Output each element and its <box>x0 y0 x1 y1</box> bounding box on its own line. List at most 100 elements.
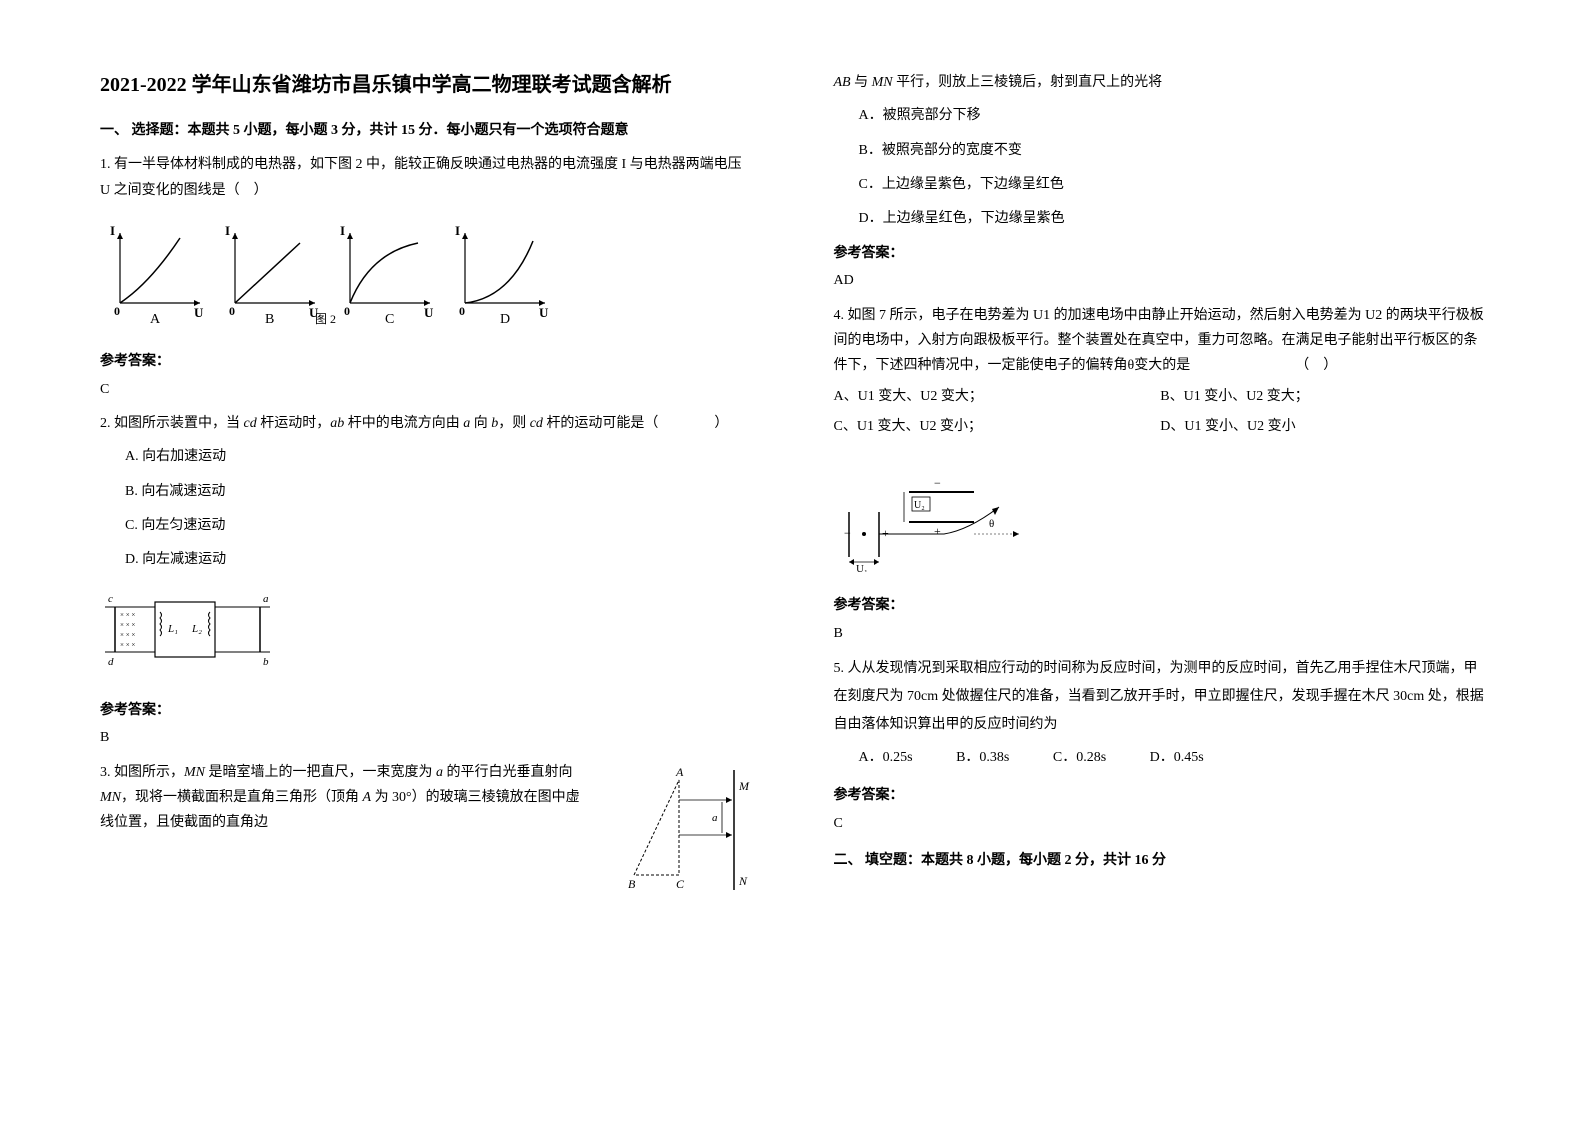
svg-text:−: − <box>934 476 941 490</box>
q4-figure: − + U₁ − + U₂ <box>834 462 1488 580</box>
q2-figure: × × × × × × × × × × × × c d a b L₁ <box>100 587 754 685</box>
q4-text: 4. 如图 7 所示，电子在电势差为 U1 的加速电场中由静止开始运动，然后射入… <box>834 303 1488 379</box>
q2-answer: B <box>100 727 754 749</box>
q2-mid2: 杆中的电流方向由 <box>344 416 463 431</box>
q3-end: 平行，则放上三棱镜后，射到直尺上的光将 <box>893 75 1163 90</box>
point-C: C <box>676 877 685 891</box>
L1-label: L₁ <box>167 623 178 635</box>
len-a: a <box>712 812 718 824</box>
axis-U-label: U <box>194 305 204 320</box>
graph-D-label: D <box>500 312 510 327</box>
point-A: A <box>675 765 684 779</box>
q3-options: A．被照亮部分下移 B．被照亮部分的宽度不变 C．上边缘呈紫色，下边缘呈红色 D… <box>859 105 1488 231</box>
q2-opt-b: B. 向右减速运动 <box>125 481 754 503</box>
axis-I-label: I <box>110 223 115 238</box>
q3-answer-label: 参考答案： <box>834 243 1488 265</box>
graph-A-label: A <box>150 312 161 327</box>
q5-opt-a: A．0.25s <box>859 747 913 769</box>
q2-cd: cd <box>244 416 257 431</box>
q5-answer-label: 参考答案： <box>834 785 1488 807</box>
svg-text:× × ×: × × × <box>120 621 135 629</box>
section1-header: 一、 选择题：本题共 5 小题，每小题 3 分，共计 15 分．每小题只有一个选… <box>100 120 754 142</box>
svg-text:× × ×: × × × <box>120 631 135 639</box>
q4-answer: B <box>834 623 1488 645</box>
q5-opt-b: B．0.38s <box>956 747 1009 769</box>
node-d: d <box>108 656 114 668</box>
graph-B-label: B <box>265 312 274 327</box>
q5-text: 5. 人从发现情况到采取相应行动的时间称为反应时间，为测甲的反应时间，首先乙用手… <box>834 655 1488 739</box>
section2-header: 二、 填空题：本题共 8 小题，每小题 2 分，共计 16 分 <box>834 850 1488 872</box>
plus-label: + <box>882 526 889 540</box>
q2-prefix: 2. 如图所示装置中，当 <box>100 416 244 431</box>
svg-text:I: I <box>340 223 345 238</box>
q4-opt-d: D、U1 变小、U2 变小 <box>1160 416 1487 438</box>
svg-text:I: I <box>455 223 460 238</box>
theta-label: θ <box>989 518 994 530</box>
q3-mn: MN <box>184 765 205 780</box>
page-container: 2021-2022 学年山东省潍坊市昌乐镇中学高二物理联考试题含解析 一、 选择… <box>100 70 1487 908</box>
svg-text:× × ×: × × × <box>120 641 135 649</box>
q2-text: 2. 如图所示装置中，当 cd 杆运动时，ab 杆中的电流方向由 a 向 b，则… <box>100 411 754 436</box>
q4-opt-c: C、U1 变大、U2 变小； <box>834 416 1161 438</box>
q3-prefix: 3. 如图所示， <box>100 765 184 780</box>
q3-a: a <box>436 765 443 780</box>
axis-0-label: 0 <box>114 304 120 318</box>
q3-opt-b: B．被照亮部分的宽度不变 <box>859 140 1488 162</box>
q3-mid1: 是暗室墙上的一把直尺，一束宽度为 <box>205 765 436 780</box>
svg-text:U: U <box>424 305 434 320</box>
q5-answer: C <box>834 813 1488 835</box>
svg-text:0: 0 <box>344 304 350 318</box>
point-N: N <box>738 874 748 888</box>
q2-opt-d: D. 向左减速运动 <box>125 549 754 571</box>
minus-label: − <box>844 526 851 540</box>
q2-ab: ab <box>330 416 344 431</box>
q2-mid3: 向 <box>470 416 491 431</box>
svg-text:U: U <box>539 305 549 320</box>
q5-options: A．0.25s B．0.38s C．0.28s D．0.45s <box>859 747 1488 777</box>
q4-answer-label: 参考答案： <box>834 595 1488 617</box>
q2-answer-label: 参考答案： <box>100 700 754 722</box>
q3-mn3: MN <box>872 75 893 90</box>
q3-text: 3. 如图所示，MN 是暗室墙上的一把直尺，一束宽度为 a 的平行白光垂直射向 … <box>100 760 594 836</box>
right-column: AB 与 MN 平行，则放上三棱镜后，射到直尺上的光将 A．被照亮部分下移 B．… <box>834 70 1488 908</box>
q2-options: A. 向右加速运动 B. 向右减速运动 C. 向左匀速运动 D. 向左减速运动 <box>125 446 754 572</box>
q3-wrapper: 3. 如图所示，MN 是暗室墙上的一把直尺，一束宽度为 a 的平行白光垂直射向 … <box>100 760 754 908</box>
q5-opt-d: D．0.45s <box>1150 747 1204 769</box>
q4-opt-b: B、U1 变小、U2 变大； <box>1160 386 1487 408</box>
point-B: B <box>628 877 636 891</box>
q1-text: 1. 有一半导体材料制成的电热器，如下图 2 中，能较正确反映通过电热器的电流强… <box>100 152 754 202</box>
q3-opt-c: C．上边缘呈紫色，下边缘呈红色 <box>859 174 1488 196</box>
q4-options: A、U1 变大、U2 变大； B、U1 变小、U2 变大； C、U1 变大、U2… <box>834 386 1488 447</box>
svg-text:0: 0 <box>229 304 235 318</box>
q2-end: 杆的运动可能是（ ） <box>543 416 729 431</box>
q3-A: A <box>363 790 372 805</box>
fig2-label: 图 2 <box>315 312 336 326</box>
q5-opt-c: C．0.28s <box>1053 747 1106 769</box>
L2-label: L₂ <box>191 623 202 635</box>
q3-mid3: ，现将一横截面积是直角三角形（顶角 <box>121 790 363 805</box>
q3-mn2: MN <box>100 790 121 805</box>
q2-mid4: ，则 <box>498 416 530 431</box>
svg-text:0: 0 <box>459 304 465 318</box>
exam-title: 2021-2022 学年山东省潍坊市昌乐镇中学高二物理联考试题含解析 <box>100 70 754 100</box>
q3-mid2: 的平行白光垂直射向 <box>443 765 573 780</box>
q2-opt-a: A. 向右加速运动 <box>125 446 754 468</box>
node-a: a <box>263 593 269 605</box>
q4-opt-a: A、U1 变大、U2 变大； <box>834 386 1161 408</box>
q3-ab: AB <box>834 75 851 90</box>
graph-C-label: C <box>385 312 394 327</box>
q2-mid1: 杆运动时， <box>257 416 331 431</box>
q3-answer: AD <box>834 270 1488 292</box>
q3-mid5: 与 <box>851 75 872 90</box>
q1-answer: C <box>100 379 754 401</box>
node-b: b <box>263 656 269 668</box>
left-column: 2021-2022 学年山东省潍坊市昌乐镇中学高二物理联考试题含解析 一、 选择… <box>100 70 754 908</box>
q3-figure: M N A B C a <box>614 760 754 908</box>
node-c: c <box>108 593 113 605</box>
q3-continuation: AB 与 MN 平行，则放上三棱镜后，射到直尺上的光将 <box>834 70 1488 95</box>
q1-answer-label: 参考答案： <box>100 351 754 373</box>
svg-text:+: + <box>934 524 941 538</box>
q1-figure: I U 0 A I U 0 B 图 2 <box>100 218 754 336</box>
q2-opt-c: C. 向左匀速运动 <box>125 515 754 537</box>
svg-text:× × ×: × × × <box>120 611 135 619</box>
